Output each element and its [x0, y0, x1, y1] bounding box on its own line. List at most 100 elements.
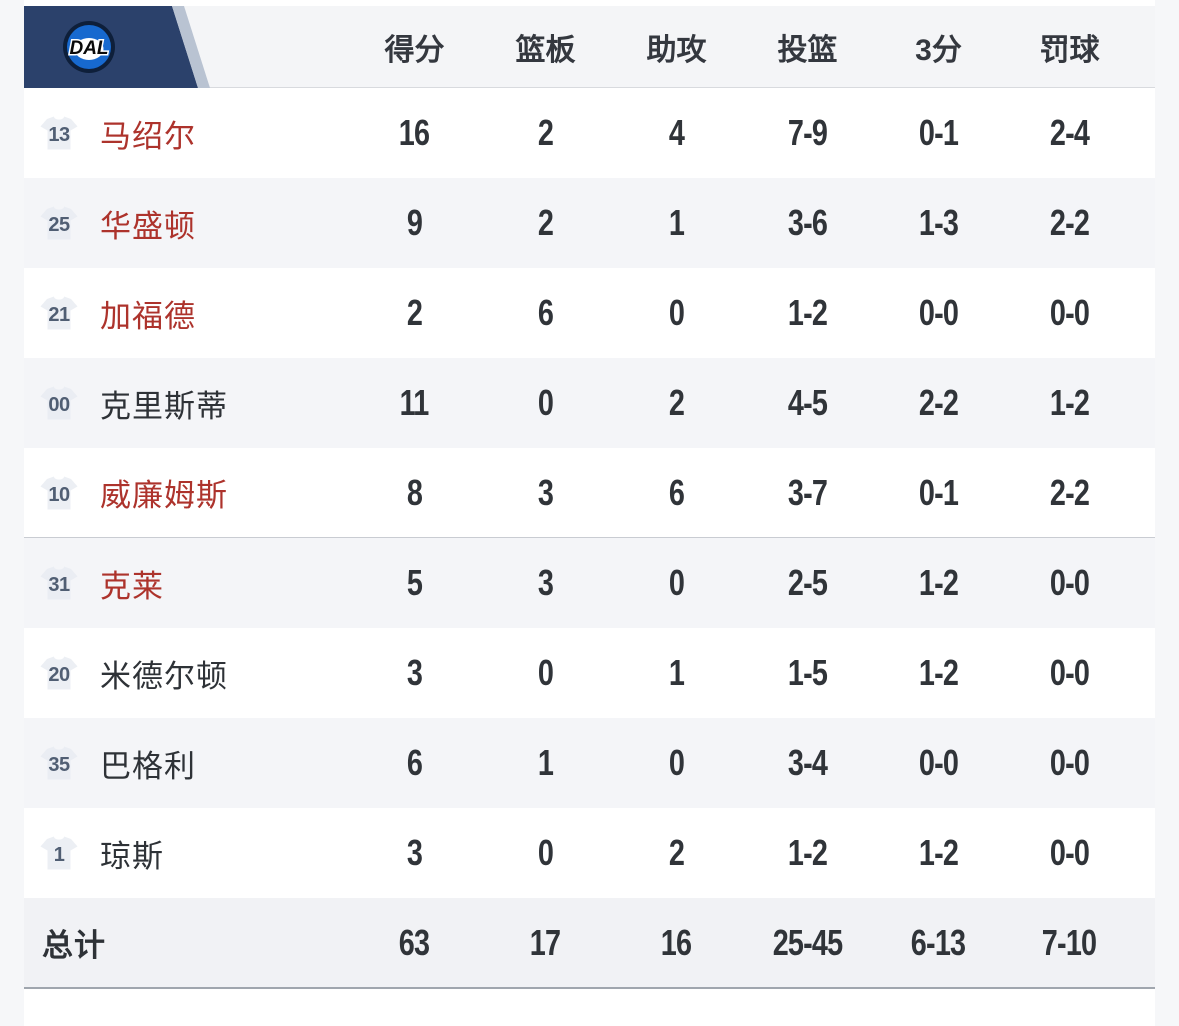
stat-rebounds: 6 — [537, 292, 554, 333]
stat-points: 5 — [406, 562, 423, 603]
jersey-number-badge: 1 — [40, 836, 78, 870]
jersey-number: 31 — [48, 574, 70, 596]
jersey-number-badge: 31 — [40, 566, 78, 600]
stat-3pt: 1-2 — [918, 562, 959, 603]
stat-3pt: 1-2 — [918, 832, 959, 873]
team-logo-dal[interactable]: DAL — [62, 20, 116, 74]
table-row[interactable]: 13 马绍尔 16 2 4 7-9 0-1 2-4 — [24, 88, 1155, 178]
jersey-number-badge: 25 — [40, 206, 78, 240]
stat-ft: 2-4 — [1049, 112, 1090, 153]
table-row[interactable]: 20 米德尔顿 3 0 1 1-5 1-2 0-0 — [24, 628, 1155, 718]
stat-assists: 4 — [668, 112, 685, 153]
stat-assists: 0 — [668, 562, 685, 603]
player-name: 巴格利 — [100, 748, 196, 784]
stat-assists: 2 — [668, 832, 685, 873]
stat-points: 11 — [400, 382, 430, 423]
jersey-number: 20 — [48, 664, 70, 686]
team-banner-shape — [24, 6, 210, 88]
player-cell: 20 米德尔顿 — [24, 651, 349, 696]
stat-3pt: 0-1 — [918, 471, 959, 513]
jersey-number-badge: 35 — [40, 746, 78, 780]
column-header-3pt: 3分 — [915, 34, 962, 67]
player-name: 克莱 — [100, 568, 164, 604]
stat-fg: 1-2 — [787, 292, 828, 333]
table-row[interactable]: 10 威廉姆斯 8 3 6 3-7 0-1 2-2 — [24, 448, 1155, 538]
stat-ft: 0-0 — [1049, 652, 1090, 693]
jersey-icon — [40, 206, 78, 240]
jersey-icon — [40, 656, 78, 690]
totals-label: 总计 — [42, 928, 106, 963]
team-banner-cell: DAL — [24, 6, 349, 88]
table-row[interactable]: 25 华盛顿 9 2 1 3-6 1-3 2-2 — [24, 178, 1155, 268]
jersey-number: 10 — [48, 483, 70, 506]
jersey-icon — [40, 746, 78, 780]
column-header-points: 得分 — [384, 34, 445, 67]
stat-points: 16 — [399, 112, 430, 153]
player-name: 克里斯蒂 — [100, 388, 228, 424]
player-cell: 31 克莱 — [24, 561, 349, 606]
jersey-icon — [40, 476, 78, 509]
player-name: 华盛顿 — [100, 208, 196, 244]
player-name: 威廉姆斯 — [100, 478, 228, 513]
total-ft: 7-10 — [1042, 921, 1097, 963]
player-name: 加福德 — [100, 298, 196, 334]
player-cell: 35 巴格利 — [24, 741, 349, 786]
page-margin-left — [0, 0, 24, 1026]
stat-assists: 1 — [668, 202, 685, 243]
table-row[interactable]: 21 加福德 2 6 0 1-2 0-0 0-0 — [24, 268, 1155, 358]
stat-3pt: 2-2 — [918, 382, 959, 423]
jersey-number-badge: 13 — [40, 116, 78, 150]
table-row[interactable]: 35 巴格利 6 1 0 3-4 0-0 0-0 — [24, 718, 1155, 808]
jersey-number-badge: 00 — [40, 386, 78, 420]
column-header-fg: 投篮 — [777, 34, 838, 67]
jersey-number-badge: 20 — [40, 656, 78, 690]
jersey-icon — [40, 116, 78, 150]
table-row[interactable]: 00 克里斯蒂 11 0 2 4-5 2-2 1-2 — [24, 358, 1155, 448]
stat-ft: 2-2 — [1049, 471, 1090, 513]
box-score-table: DAL 得分 篮板 助攻 投篮 3分 罚球 13 马绍尔 16 2 4 7-9 … — [24, 0, 1155, 1026]
stat-fg: 1-2 — [787, 832, 828, 873]
stat-fg: 7-9 — [787, 112, 828, 153]
stat-rebounds: 2 — [537, 202, 554, 243]
stat-rebounds: 1 — [537, 742, 554, 783]
table-row[interactable]: 31 克莱 5 3 0 2-5 1-2 0-0 — [24, 538, 1155, 628]
jersey-icon — [40, 386, 78, 420]
total-points: 63 — [399, 921, 430, 963]
stat-3pt: 0-0 — [918, 742, 959, 783]
column-header-assists: 助攻 — [646, 34, 707, 67]
jersey-number: 25 — [48, 214, 70, 236]
stat-3pt: 1-2 — [918, 652, 959, 693]
stat-points: 6 — [406, 742, 423, 783]
jersey-number-badge: 21 — [40, 296, 78, 330]
stat-fg: 2-5 — [787, 562, 828, 603]
stat-assists: 1 — [668, 652, 685, 693]
stat-points: 9 — [406, 202, 423, 243]
stat-ft: 0-0 — [1049, 292, 1090, 333]
jersey-number: 21 — [48, 304, 70, 326]
player-name: 马绍尔 — [100, 118, 196, 154]
jersey-number: 00 — [48, 394, 70, 416]
jersey-icon — [40, 836, 78, 870]
jersey-icon — [40, 296, 78, 330]
stat-ft: 1-2 — [1049, 382, 1090, 423]
player-cell: 1 琼斯 — [24, 831, 349, 876]
player-cell: 13 马绍尔 — [24, 111, 349, 156]
stat-points: 3 — [406, 652, 423, 693]
jersey-icon — [40, 566, 78, 600]
stat-fg: 1-5 — [787, 652, 828, 693]
jersey-number: 1 — [53, 844, 65, 866]
player-name: 米德尔顿 — [100, 658, 228, 694]
stat-fg: 4-5 — [787, 382, 828, 423]
totals-row: 总计 63 17 16 25-45 6-13 7-10 — [24, 898, 1155, 989]
stat-ft: 0-0 — [1049, 832, 1090, 873]
column-header-rebounds: 篮板 — [515, 34, 576, 67]
jersey-number: 35 — [48, 754, 70, 776]
table-row[interactable]: 1 琼斯 3 0 2 1-2 1-2 0-0 — [24, 808, 1155, 898]
table-header-row: DAL 得分 篮板 助攻 投篮 3分 罚球 — [24, 6, 1155, 88]
total-3pt: 6-13 — [911, 921, 966, 963]
stat-3pt: 0-0 — [918, 292, 959, 333]
column-header-ft: 罚球 — [1039, 34, 1100, 67]
stat-fg: 3-7 — [787, 471, 828, 513]
stat-rebounds: 3 — [537, 562, 554, 603]
stat-points: 8 — [406, 471, 423, 513]
